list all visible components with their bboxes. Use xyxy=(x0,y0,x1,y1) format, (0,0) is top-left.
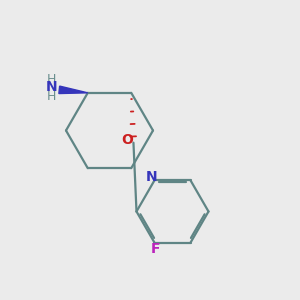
Text: H: H xyxy=(47,73,56,86)
Text: N: N xyxy=(46,80,58,94)
Text: H: H xyxy=(47,90,56,103)
Polygon shape xyxy=(59,86,88,94)
Text: N: N xyxy=(146,170,157,184)
Text: F: F xyxy=(151,242,161,256)
Text: O: O xyxy=(122,133,134,147)
